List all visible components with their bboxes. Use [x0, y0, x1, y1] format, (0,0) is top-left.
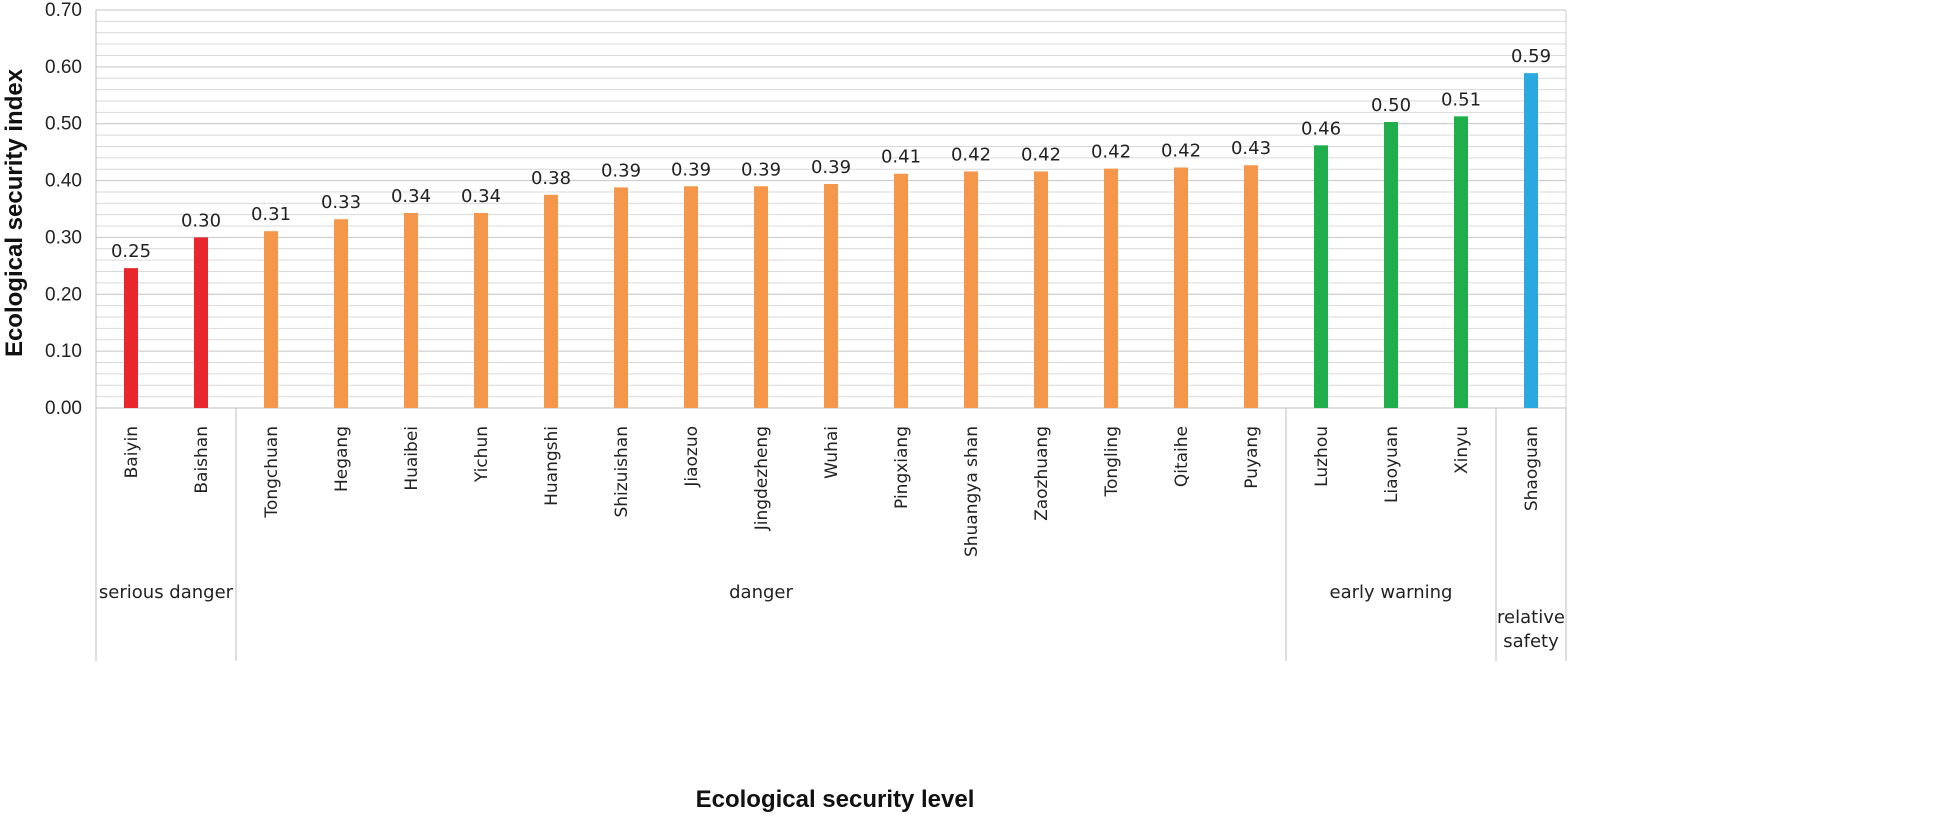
- category-label: Shuangya shan: [962, 426, 982, 557]
- category-label: Tongchuan: [262, 426, 282, 519]
- bar: [1174, 167, 1188, 408]
- y-tick-label: 0.40: [45, 171, 82, 192]
- y-tick-label: 0.10: [45, 341, 82, 362]
- bar: [894, 173, 908, 408]
- value-label: 0.42: [951, 144, 991, 165]
- value-label: 0.41: [881, 147, 921, 168]
- value-label: 0.31: [251, 204, 291, 225]
- category-label: Pingxiang: [892, 426, 912, 509]
- category-label: Puyang: [1242, 426, 1262, 489]
- group-label: early warning: [1330, 582, 1453, 603]
- value-label: 0.25: [111, 241, 151, 262]
- category-label: Baishan: [192, 426, 212, 494]
- value-label: 0.42: [1021, 144, 1061, 165]
- bar: [1034, 171, 1048, 408]
- labels: 0.00 0.10 0.20 0.30 0.40 0.50 0.60 0.70 0.25 Baiy…: [45, 0, 1565, 652]
- value-label: 0.50: [1371, 95, 1411, 116]
- group-label: relative safety: [1497, 607, 1565, 652]
- y-tick-label: 0.30: [45, 227, 82, 248]
- group-label: serious danger: [99, 582, 234, 603]
- bar: [1314, 145, 1328, 408]
- y-tick-label: 0.50: [45, 114, 82, 135]
- value-label: 0.34: [391, 186, 431, 207]
- y-tick-label: 0.20: [45, 284, 82, 305]
- bar: [1524, 73, 1538, 409]
- bar: [684, 186, 698, 408]
- category-label: Huaibei: [402, 426, 422, 491]
- bar: [544, 194, 558, 408]
- category-label: Tongling: [1102, 426, 1122, 497]
- category-label: Xinyu: [1452, 426, 1472, 474]
- category-label: Liaoyuan: [1382, 426, 1402, 503]
- category-label: Jiaozuo: [682, 426, 702, 488]
- bar: [264, 231, 278, 408]
- bars: [124, 73, 1538, 409]
- bar: [1454, 116, 1468, 408]
- value-label: 0.46: [1301, 118, 1341, 139]
- bar: [1244, 165, 1258, 408]
- category-label: Huangshi: [542, 426, 562, 506]
- group-label-line: relative: [1497, 607, 1565, 628]
- value-label: 0.51: [1441, 89, 1481, 110]
- category-label: Jingdezheng: [752, 426, 772, 531]
- bar: [194, 237, 208, 408]
- category-label: Zaozhuang: [1032, 426, 1052, 521]
- group-label-line: safety: [1503, 631, 1559, 652]
- category-label: Shizuishan: [612, 426, 632, 518]
- value-label: 0.34: [461, 186, 501, 207]
- bar: [1384, 122, 1398, 408]
- bar: [404, 212, 418, 408]
- category-label: Baiyin: [122, 426, 142, 478]
- x-axis-title: Ecological security level: [696, 786, 975, 813]
- category-label: Yichun: [472, 426, 492, 483]
- category-label: Hegang: [332, 426, 352, 492]
- y-tick-label: 0.60: [45, 57, 82, 78]
- value-label: 0.42: [1161, 140, 1201, 161]
- bar: [124, 268, 138, 408]
- bar: [754, 186, 768, 408]
- value-label: 0.38: [531, 168, 571, 189]
- group-label: danger: [729, 582, 793, 603]
- y-tick-label: 0.70: [45, 0, 82, 21]
- value-label: 0.42: [1091, 142, 1131, 163]
- bar: [474, 212, 488, 408]
- value-label: 0.39: [811, 157, 851, 178]
- value-label: 0.59: [1511, 46, 1551, 67]
- bar: [1104, 168, 1118, 408]
- y-axis-title: Ecological security index: [1, 68, 28, 357]
- category-label: Shaoguan: [1522, 426, 1542, 511]
- category-label: Qitaihe: [1172, 426, 1192, 487]
- value-label: 0.30: [181, 210, 221, 231]
- value-label: 0.39: [671, 159, 711, 180]
- value-label: 0.43: [1231, 138, 1271, 159]
- value-label: 0.39: [601, 160, 641, 181]
- value-label: 0.33: [321, 192, 361, 213]
- bar: [964, 171, 978, 408]
- y-tick-label: 0.00: [45, 398, 82, 419]
- category-label: Wuhai: [822, 426, 842, 479]
- category-label: Luzhou: [1312, 426, 1332, 487]
- bar: [614, 187, 628, 408]
- bar: [334, 219, 348, 408]
- bar: [824, 183, 838, 408]
- value-label: 0.39: [741, 159, 781, 180]
